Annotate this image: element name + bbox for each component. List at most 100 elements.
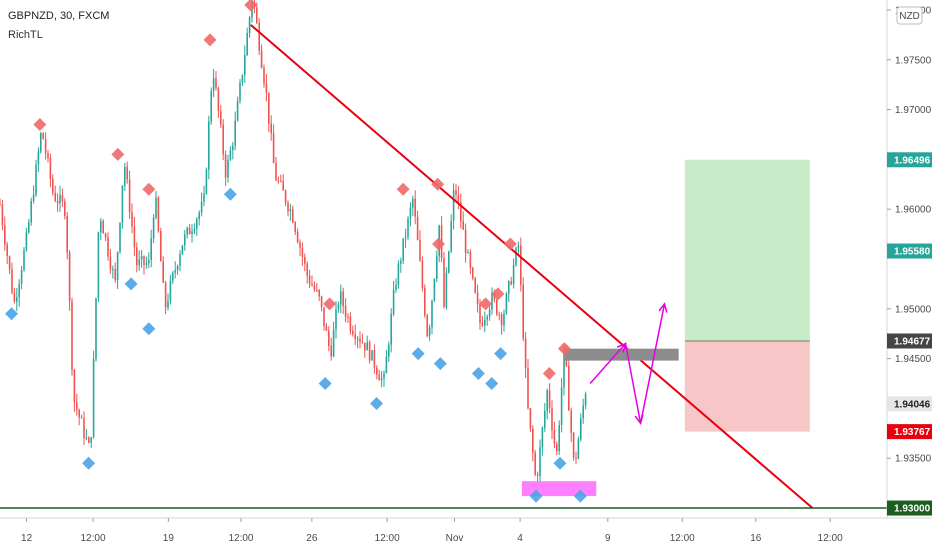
candle-body [164, 282, 167, 308]
candle-body [78, 409, 80, 418]
candle-body [361, 341, 364, 343]
candle-body [90, 437, 92, 443]
price-tag[interactable]: 1.94677 [887, 333, 932, 349]
candle-body [198, 212, 200, 220]
candle-body [20, 270, 23, 284]
price-tag[interactable]: 1.93000 [887, 500, 932, 516]
candle-body [323, 307, 325, 327]
descending-trendline[interactable] [250, 24, 814, 509]
price-tag[interactable]: 1.96496 [887, 152, 932, 168]
time-tick-label: 12:00 [81, 533, 106, 544]
price-axis[interactable]: 1.980001.975001.970001.960001.950001.945… [887, 5, 932, 516]
candle-body [282, 180, 284, 191]
pivot-high-marker [503, 237, 517, 251]
candle-body [539, 447, 541, 476]
candle-body [548, 390, 551, 408]
time-tick-label: 4 [517, 533, 523, 544]
candle-body [181, 245, 184, 255]
price-tag-background [887, 424, 932, 440]
candle-body [532, 428, 534, 453]
price-tick-label: 1.94500 [895, 354, 932, 365]
candle-body [316, 289, 318, 291]
candle-body [484, 319, 486, 326]
price-tag-background [887, 333, 932, 349]
candle-body [474, 278, 476, 293]
candle-body [76, 402, 78, 410]
candle-body [80, 417, 83, 419]
pivot-low-marker [370, 396, 384, 410]
candle-body [464, 229, 467, 254]
indicator-legend[interactable]: RichTL [8, 29, 43, 41]
projection-arrowhead [658, 302, 668, 313]
candle-body [16, 297, 18, 302]
candle-body [85, 437, 88, 439]
price-tag[interactable]: 1.95580 [887, 243, 932, 259]
candle-body [448, 251, 450, 273]
candle-body [572, 432, 575, 458]
candle-body [133, 226, 136, 248]
loss-zone[interactable] [684, 340, 810, 432]
candle-body [414, 198, 416, 217]
pivot-low-marker [82, 456, 96, 470]
candle-body [551, 407, 553, 430]
pivot-low-marker [5, 307, 19, 321]
candle-body [210, 90, 212, 122]
profit-zone[interactable] [684, 159, 810, 341]
candle-body [217, 87, 220, 111]
candle-body [102, 220, 104, 234]
price-tick-label: 1.95000 [895, 304, 932, 315]
candle-body [56, 200, 59, 204]
candle-body [560, 387, 563, 426]
candle-body [373, 350, 376, 368]
currency-badge[interactable]: NZD [896, 6, 923, 25]
candle-body [59, 195, 61, 204]
candle-body [258, 23, 260, 51]
candle-body [476, 292, 479, 305]
candle-body [455, 190, 457, 195]
candle-body [224, 154, 227, 178]
pivot-low-marker [433, 357, 447, 371]
candle-body [162, 261, 164, 283]
resistance-zone[interactable] [563, 348, 679, 361]
candle-body [8, 256, 11, 270]
price-tag-background [887, 396, 932, 412]
candle-body [92, 359, 95, 438]
plot-area[interactable] [0, 0, 810, 484]
candle-body [73, 369, 76, 403]
candle-body [462, 221, 464, 230]
candle-body [68, 252, 71, 302]
candle-body [371, 350, 373, 361]
candle-body [524, 338, 527, 369]
candle-body [500, 314, 503, 326]
price-tag[interactable]: 1.93767 [887, 424, 932, 440]
candle-body [512, 264, 515, 285]
candle-body [325, 326, 328, 331]
candle-body [83, 418, 85, 439]
candle-body [1, 204, 4, 226]
symbol-legend[interactable]: GBPNZD, 30, FXCM [8, 10, 109, 22]
projection-arrowhead [634, 414, 644, 426]
pivot-low-marker [471, 367, 485, 381]
price-tag[interactable]: 1.94046 [887, 396, 932, 412]
candle-body [304, 257, 306, 264]
candle-body [563, 347, 565, 388]
price-tick-label: 1.97500 [895, 55, 932, 66]
candle-body [544, 410, 546, 428]
candle-body [18, 283, 20, 298]
candle-body [390, 313, 392, 345]
candle-body [541, 427, 544, 448]
candle-body [289, 209, 292, 212]
projection-path[interactable] [589, 303, 666, 424]
candle-body [313, 285, 316, 290]
time-tick-label: 9 [605, 533, 611, 544]
candle-body [205, 169, 208, 194]
time-axis[interactable]: 12 12:00 19 12:00 26 12:00 Nov 4 9 12:00 16 12:00 [21, 518, 843, 544]
pivot-high-marker [396, 182, 410, 196]
candle-body [308, 275, 311, 284]
candle-body [577, 439, 580, 459]
candle-body [128, 179, 131, 213]
candle-body [421, 260, 424, 288]
pivot-high-marker [542, 367, 556, 381]
candle-body [114, 268, 116, 281]
